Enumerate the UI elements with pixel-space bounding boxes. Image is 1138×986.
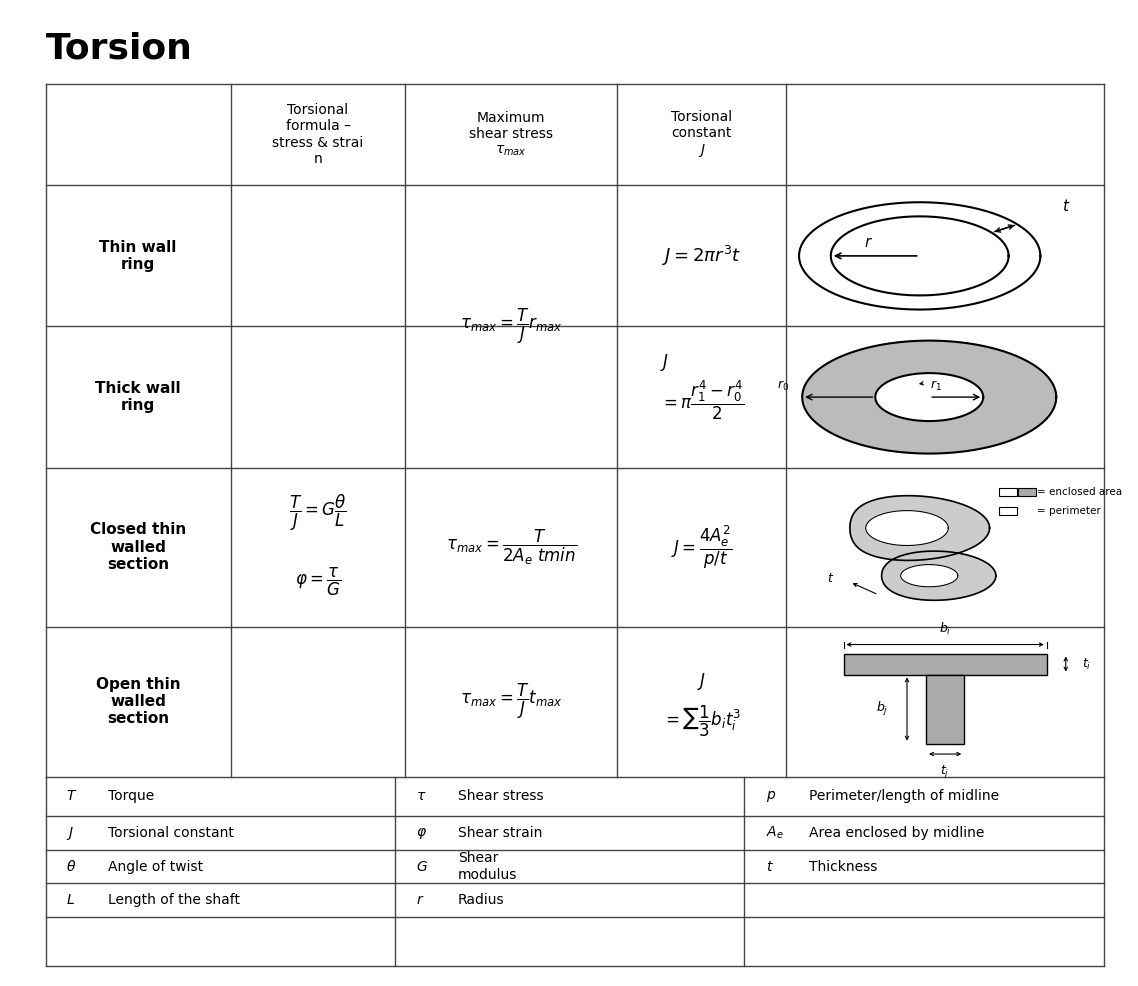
Text: Torsional constant: Torsional constant: [108, 826, 234, 840]
Text: Torque: Torque: [108, 790, 155, 804]
Bar: [1019, 487, 1036, 496]
Text: $\tau_{max} = \dfrac{T}{2A_e\ tmin}$: $\tau_{max} = \dfrac{T}{2A_e\ tmin}$: [446, 528, 577, 567]
Text: Radius: Radius: [457, 893, 504, 907]
Text: $J = \dfrac{4A_e^2}{p/t}$: $J = \dfrac{4A_e^2}{p/t}$: [671, 524, 732, 571]
Text: $A_e$: $A_e$: [766, 825, 783, 841]
Polygon shape: [882, 551, 996, 600]
Text: $t_j$: $t_j$: [940, 763, 950, 780]
Text: $b_i$: $b_i$: [939, 621, 951, 637]
Text: Shear strain: Shear strain: [457, 826, 542, 840]
Text: $G$: $G$: [415, 860, 428, 874]
Text: = perimeter: = perimeter: [1037, 506, 1100, 516]
Text: $T$: $T$: [66, 790, 77, 804]
Text: Closed thin
walled
section: Closed thin walled section: [90, 523, 187, 572]
Text: $J = 2\pi r^3 t$: $J = 2\pi r^3 t$: [662, 244, 741, 268]
Text: $r_0$: $r_0$: [777, 379, 790, 392]
Text: Torsional
constant
$J$: Torsional constant $J$: [671, 109, 732, 160]
Text: $J$
$= \pi\dfrac{r_1^4 - r_0^4}{2}$: $J$ $= \pi\dfrac{r_1^4 - r_0^4}{2}$: [660, 352, 744, 422]
Text: $J$: $J$: [66, 824, 74, 841]
Text: $p$: $p$: [766, 789, 776, 804]
Text: $\tau_{max} = \dfrac{T}{J}r_{max}$: $\tau_{max} = \dfrac{T}{J}r_{max}$: [460, 307, 562, 346]
Polygon shape: [843, 654, 1047, 674]
Polygon shape: [866, 511, 948, 545]
Text: Torsion: Torsion: [46, 32, 192, 65]
Text: Torsional
formula –
stress & strai
n: Torsional formula – stress & strai n: [272, 104, 364, 166]
Text: $L$: $L$: [66, 893, 75, 907]
Text: $t$: $t$: [1062, 198, 1070, 214]
Text: $\tau$: $\tau$: [415, 790, 426, 804]
Polygon shape: [926, 674, 964, 743]
Bar: [999, 487, 1016, 496]
Text: Shear
modulus: Shear modulus: [457, 852, 517, 881]
Text: $t$: $t$: [766, 860, 774, 874]
Text: Shear stress: Shear stress: [457, 790, 543, 804]
Text: Perimeter/length of midline: Perimeter/length of midline: [809, 790, 999, 804]
Text: $\theta$: $\theta$: [66, 859, 76, 874]
Text: $r_1$: $r_1$: [930, 379, 941, 392]
Text: Thick wall
ring: Thick wall ring: [96, 381, 181, 413]
Text: Thin wall
ring: Thin wall ring: [99, 240, 176, 272]
Text: Length of the shaft: Length of the shaft: [108, 893, 240, 907]
Text: $\varphi$: $\varphi$: [415, 825, 427, 840]
Text: $r$: $r$: [415, 893, 424, 907]
Text: $= \sum\dfrac{1}{3}b_i t_i^3$: $= \sum\dfrac{1}{3}b_i t_i^3$: [662, 704, 741, 739]
Polygon shape: [850, 496, 990, 560]
Text: $t$: $t$: [827, 573, 834, 586]
Text: Angle of twist: Angle of twist: [108, 860, 204, 874]
Text: $t_i$: $t_i$: [1081, 657, 1091, 671]
Text: $b_j$: $b_j$: [875, 700, 888, 718]
Polygon shape: [875, 373, 983, 421]
Text: $J$: $J$: [698, 671, 707, 692]
Text: $\varphi = \dfrac{\tau}{G}$: $\varphi = \dfrac{\tau}{G}$: [295, 566, 341, 598]
Text: = enclosed area: = enclosed area: [1037, 487, 1122, 497]
Polygon shape: [900, 565, 958, 587]
Text: $r$: $r$: [865, 236, 874, 250]
Bar: [999, 507, 1016, 516]
Text: Open thin
walled
section: Open thin walled section: [96, 676, 181, 727]
Text: Thickness: Thickness: [809, 860, 877, 874]
Polygon shape: [802, 340, 1056, 454]
Text: $\dfrac{T}{J} = G\dfrac{\theta}{L}$: $\dfrac{T}{J} = G\dfrac{\theta}{L}$: [289, 492, 347, 532]
Text: Maximum
shear stress
$\tau_{max}$: Maximum shear stress $\tau_{max}$: [469, 110, 553, 159]
Text: Area enclosed by midline: Area enclosed by midline: [809, 826, 984, 840]
Text: $\tau_{max} = \dfrac{T}{J}t_{max}$: $\tau_{max} = \dfrac{T}{J}t_{max}$: [460, 682, 562, 721]
